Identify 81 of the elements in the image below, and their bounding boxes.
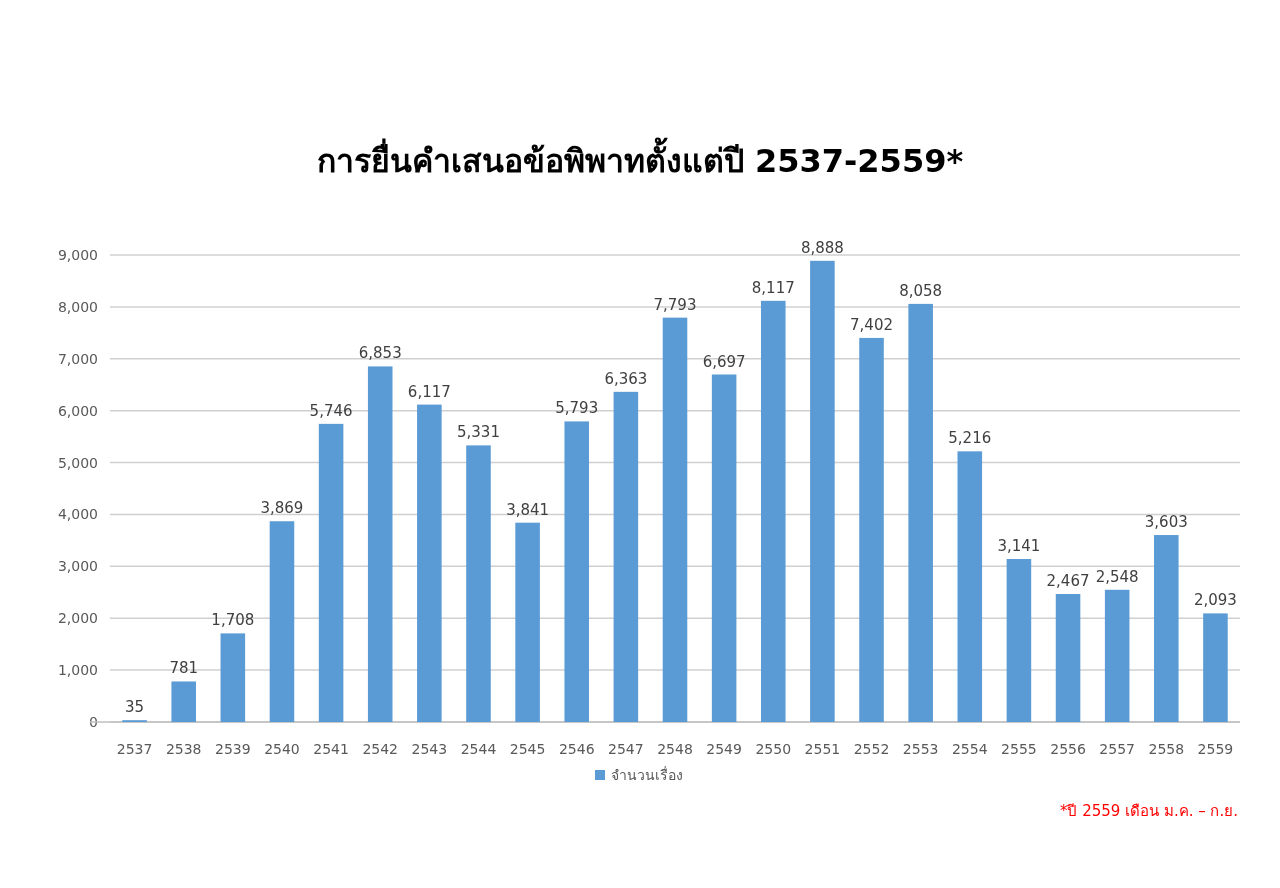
bar (171, 681, 196, 722)
data-label: 5,746 (309, 401, 353, 420)
data-label: 6,117 (407, 382, 451, 401)
bar (613, 391, 639, 722)
bar (908, 303, 933, 722)
y-tick-label: 3,000 (57, 558, 98, 575)
y-tick-label: 7,000 (57, 350, 98, 367)
text: *ปี 2559 เดือน ม.ค. – ก.ย. (1059, 802, 1238, 820)
x-tick-label: 2551 (804, 741, 841, 757)
data-label: 2,093 (1193, 591, 1237, 610)
y-tick-label: 9,000 (57, 247, 98, 263)
x-tick-label: 2541 (313, 741, 349, 757)
x-tick-label: 2539 (215, 741, 251, 757)
y-tick-label: 2,000 (57, 610, 98, 627)
bar (367, 366, 393, 722)
bar (711, 374, 737, 722)
bar (417, 404, 442, 722)
x-tick-label: 2557 (1099, 741, 1135, 757)
data-label: 8,888 (800, 238, 844, 257)
x-tick-label: 2558 (1148, 741, 1185, 757)
data-label: 6,697 (702, 352, 746, 371)
chart-title: การยื่นคำเสนอข้อพิพาทตั้งแต่ปี 2537-2559* (316, 137, 964, 180)
x-tick-label: 2537 (116, 741, 153, 757)
x-tick-label: 2549 (706, 741, 742, 757)
x-tick-label: 2545 (509, 741, 546, 757)
bar (564, 421, 590, 722)
x-tick-label: 2553 (902, 741, 939, 757)
data-label: 781 (169, 659, 199, 678)
data-label: 35 (125, 698, 145, 717)
y-tick-label: 6,000 (57, 402, 98, 419)
data-label: 5,216 (948, 429, 992, 448)
legend-label: จำนวนเรื่อง (611, 766, 683, 783)
data-label: 6,853 (358, 344, 402, 363)
y-tick-label: 4,000 (57, 506, 98, 523)
x-tick-label: 2544 (460, 741, 497, 757)
bar (318, 423, 344, 722)
y-tick-label: 5,000 (57, 454, 98, 471)
data-label: 7,402 (850, 315, 893, 334)
bar (1154, 535, 1179, 722)
data-label: 6,363 (604, 369, 648, 388)
x-tick-label: 2548 (657, 741, 693, 757)
y-tick-label: 0 (89, 714, 98, 730)
data-label: 3,141 (997, 537, 1041, 556)
data-label: 5,331 (457, 423, 500, 442)
data-label: 3,841 (506, 500, 550, 519)
data-label: 2,467 (1046, 571, 1090, 590)
bar (515, 522, 540, 722)
bar (269, 521, 295, 722)
x-tick-label: 2542 (362, 741, 399, 757)
x-tick-label: 2540 (264, 741, 300, 757)
data-label: 3,869 (260, 499, 304, 518)
x-tick-label: 2550 (755, 741, 792, 757)
bar (859, 337, 884, 722)
x-tick-label: 2547 (608, 741, 644, 757)
data-label: 3,603 (1144, 513, 1188, 532)
x-tick-label: 2538 (165, 741, 202, 757)
bar (466, 445, 491, 722)
y-tick-label: 8,000 (57, 298, 98, 315)
bar (1055, 593, 1081, 722)
x-tick-label: 2555 (1001, 741, 1037, 757)
data-label: 1,708 (211, 611, 255, 630)
x-tick-label: 2556 (1050, 741, 1086, 757)
x-tick-label: 2546 (558, 741, 595, 757)
bar (760, 300, 786, 722)
y-tick-label: 1,000 (57, 662, 98, 679)
bar (810, 260, 835, 722)
data-label: 8,058 (899, 281, 943, 300)
data-label: 5,793 (555, 399, 599, 418)
bar (1006, 559, 1032, 722)
x-tick-label: 2543 (411, 741, 448, 757)
data-label: 8,117 (751, 278, 795, 297)
data-label: 2,548 (1095, 567, 1139, 586)
x-tick-label: 2559 (1197, 741, 1234, 757)
bar (1104, 589, 1130, 722)
bar (1203, 613, 1228, 722)
bar (662, 317, 688, 722)
bar (220, 633, 246, 722)
bar (957, 451, 983, 722)
x-tick-label: 2552 (853, 741, 890, 757)
x-tick-label: 2554 (951, 741, 988, 757)
data-label: 7,793 (653, 295, 697, 314)
